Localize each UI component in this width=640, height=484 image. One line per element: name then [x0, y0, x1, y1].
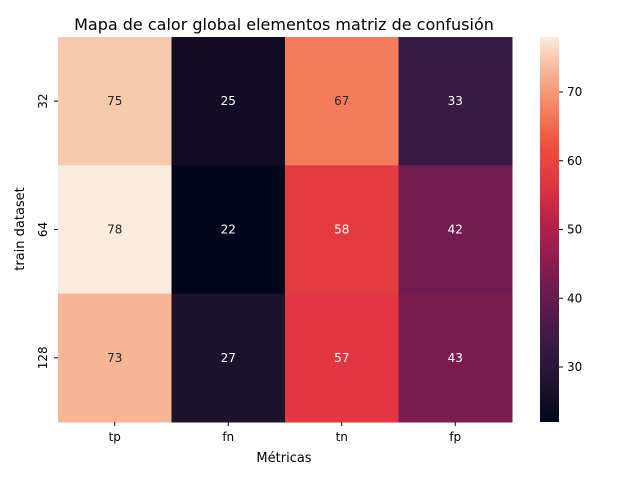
x-tick-label: tn	[336, 430, 348, 444]
colorbar-tick-label: 50	[567, 223, 582, 237]
cell-value-label: 25	[221, 94, 236, 108]
heatmap-cell-64-tn	[285, 165, 399, 295]
cell-value-label: 57	[334, 351, 349, 365]
x-tick-label: fn	[222, 430, 234, 444]
x-tick-label: fp	[449, 430, 461, 444]
heatmap-cell-32-tn	[285, 37, 399, 166]
x-axis: tp fn tn fp	[109, 422, 461, 444]
y-tick-label: 32	[36, 94, 50, 109]
cell-value-label: 73	[107, 351, 122, 365]
heatmap-cell-64-fp	[398, 165, 513, 295]
heatmap-value-labels: 75 25 67 33 78 22 58 42 73 27 57 43	[107, 94, 463, 365]
cell-value-label: 42	[448, 223, 463, 237]
heatmap-cell-64-fn	[171, 165, 286, 295]
heatmap-cell-128-fp	[398, 293, 513, 423]
y-tick-label: 128	[36, 346, 50, 369]
cell-value-label: 58	[334, 223, 349, 237]
colorbar-tick-label: 40	[567, 291, 582, 305]
heatmap-cell-32-fn	[171, 37, 286, 166]
heatmap-cell-64-tp	[58, 165, 172, 295]
cell-value-label: 43	[448, 351, 463, 365]
cell-value-label: 22	[221, 223, 236, 237]
cell-value-label: 33	[448, 94, 463, 108]
colorbar: 30 40 50 60 70	[540, 37, 582, 422]
colorbar-tick-label: 60	[567, 154, 582, 168]
heatmap-cells	[58, 37, 513, 423]
colorbar-tick-label: 30	[567, 360, 582, 374]
heatmap-cell-32-fp	[398, 37, 513, 166]
x-axis-label: Métricas	[256, 451, 311, 466]
heatmap-cell-128-tn	[285, 293, 399, 423]
cell-value-label: 75	[107, 94, 122, 108]
y-axis: 32 64 128	[36, 94, 58, 369]
cell-value-label: 67	[334, 94, 349, 108]
cell-value-label: 27	[221, 351, 236, 365]
heatmap-cell-32-tp	[58, 37, 172, 166]
y-tick-label: 64	[36, 222, 50, 237]
y-axis-label: train dataset	[13, 187, 28, 271]
x-tick-label: tp	[109, 430, 121, 444]
cell-value-label: 78	[107, 223, 122, 237]
chart-title: Mapa de calor global elementos matriz de…	[74, 15, 494, 34]
heatmap-cell-128-tp	[58, 293, 172, 423]
colorbar-tick-label: 70	[567, 85, 582, 99]
colorbar-scale	[540, 37, 559, 422]
heatmap-cell-128-fn	[171, 293, 286, 423]
